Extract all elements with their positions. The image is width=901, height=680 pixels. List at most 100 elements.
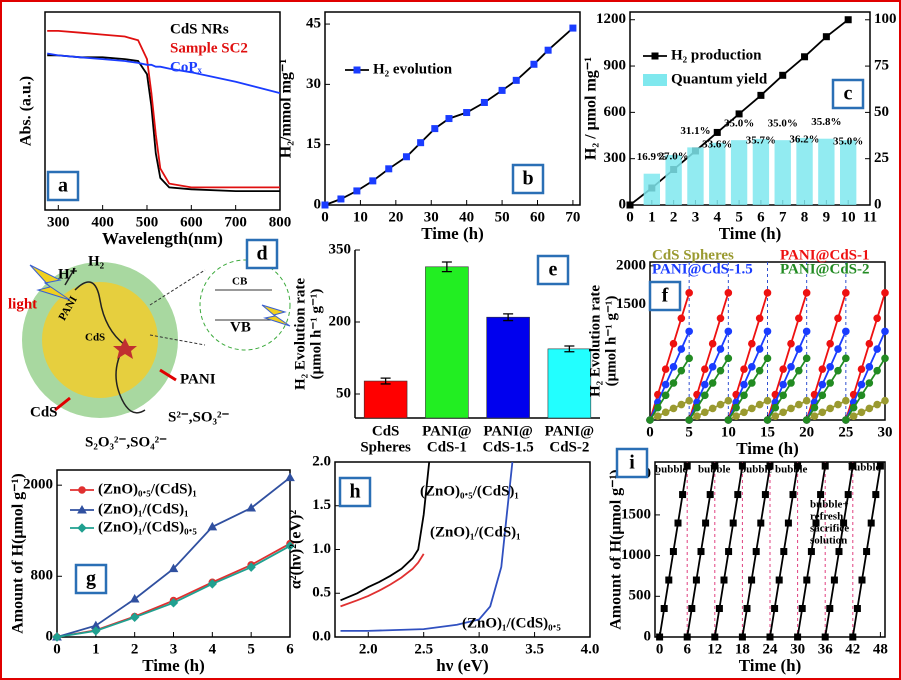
marker [822, 634, 828, 640]
marker [680, 492, 686, 498]
x-tick-label: PANI@ [422, 423, 472, 439]
marker [702, 392, 709, 399]
x-tick-label: 300 [47, 214, 70, 230]
marker [772, 413, 779, 420]
x-tick-label: 8 [801, 209, 809, 225]
y-tick-label: 1200 [596, 11, 626, 27]
marker [662, 381, 669, 388]
marker [661, 606, 667, 612]
marker [808, 549, 814, 555]
marker [749, 405, 756, 412]
marker [866, 340, 873, 347]
marker [322, 202, 328, 208]
y-axis-label: H₂ Evolution rate [587, 285, 603, 397]
y2-tick-label: 25 [874, 150, 889, 166]
legend-label: PANI@CdS-1.5 [652, 261, 753, 277]
marker [858, 392, 865, 399]
panel-label: h [349, 481, 360, 503]
panel-label: f [662, 285, 669, 307]
marker [858, 409, 865, 416]
cb-label: CB [232, 276, 248, 288]
panel-label: e [549, 259, 558, 281]
marker [686, 355, 693, 362]
marker [799, 606, 805, 612]
marker [827, 606, 833, 612]
marker [698, 549, 704, 555]
marker [670, 405, 677, 412]
marker [717, 346, 724, 353]
y-axis-label: (μmol h⁻¹ g⁻¹) [308, 289, 324, 380]
marker [790, 492, 796, 498]
marker [741, 392, 748, 399]
marker [818, 492, 824, 498]
annotation: bubble [698, 464, 731, 476]
legend-label: (ZnO)₁/(CdS)₁ [98, 501, 189, 517]
marker [717, 401, 724, 408]
marker [850, 404, 857, 411]
marker [788, 364, 795, 371]
marker [686, 328, 693, 335]
y-tick-label: 0.0 [312, 628, 331, 644]
marker [781, 549, 787, 555]
value-label: 36.2% [789, 133, 819, 145]
marker [835, 367, 842, 374]
marker [780, 72, 786, 78]
marker [662, 392, 669, 399]
marker [827, 340, 834, 347]
legend-label: CoPₓ [170, 59, 202, 75]
hydrogen: H₂ [88, 253, 105, 269]
marker [662, 366, 669, 373]
panel-label: b [522, 168, 533, 190]
x-tick-label: 2 [670, 209, 678, 225]
marker [726, 549, 732, 555]
marker [843, 355, 850, 362]
marker [850, 634, 856, 640]
x-tick-label: 9 [823, 209, 831, 225]
y-tick-label: 350 [329, 241, 352, 257]
marker [678, 346, 685, 353]
marker [432, 126, 438, 132]
marker [739, 634, 745, 640]
light-label: light [8, 296, 37, 312]
marker [802, 54, 808, 60]
marker [882, 397, 889, 404]
marker [796, 367, 803, 374]
legend-label: H₂ evolution [373, 61, 453, 77]
y-tick-label: 0.5 [312, 585, 331, 601]
marker [354, 188, 360, 194]
marker [843, 417, 850, 424]
x-tick-label: 0 [656, 641, 664, 657]
marker [758, 92, 764, 98]
marker [772, 606, 778, 612]
marker [666, 577, 672, 583]
marker [764, 417, 771, 424]
marker [803, 417, 810, 424]
x-tick-label: 2.0 [359, 641, 378, 657]
marker [709, 405, 716, 412]
marker [843, 290, 850, 297]
marker [873, 492, 879, 498]
annotation: bubble [740, 464, 773, 476]
marker [655, 413, 662, 420]
x-tick-label: 1 [92, 641, 100, 657]
marker [725, 397, 732, 404]
x-tick-label: CdS-1.5 [482, 439, 533, 455]
annotation: bubble+ [810, 499, 849, 511]
marker [741, 366, 748, 373]
marker [831, 577, 837, 583]
figure: H⁺ H₂ light PANI CdS CB VB PANI CdS S²⁻,… [0, 0, 901, 680]
marker [79, 487, 86, 494]
x-tick-label: 0 [53, 641, 61, 657]
marker [843, 397, 850, 404]
x-tick-label: 5 [247, 641, 255, 657]
marker [670, 340, 677, 347]
marker [780, 409, 787, 416]
panel-label: a [58, 175, 68, 197]
x-tick-label: 70 [565, 209, 580, 225]
marker [836, 549, 842, 555]
x-tick-label: 5 [685, 424, 693, 440]
marker [874, 401, 881, 408]
y-axis-label: α²(hν)²(eV)² [288, 510, 305, 590]
marker [767, 634, 773, 640]
marker [874, 346, 881, 353]
